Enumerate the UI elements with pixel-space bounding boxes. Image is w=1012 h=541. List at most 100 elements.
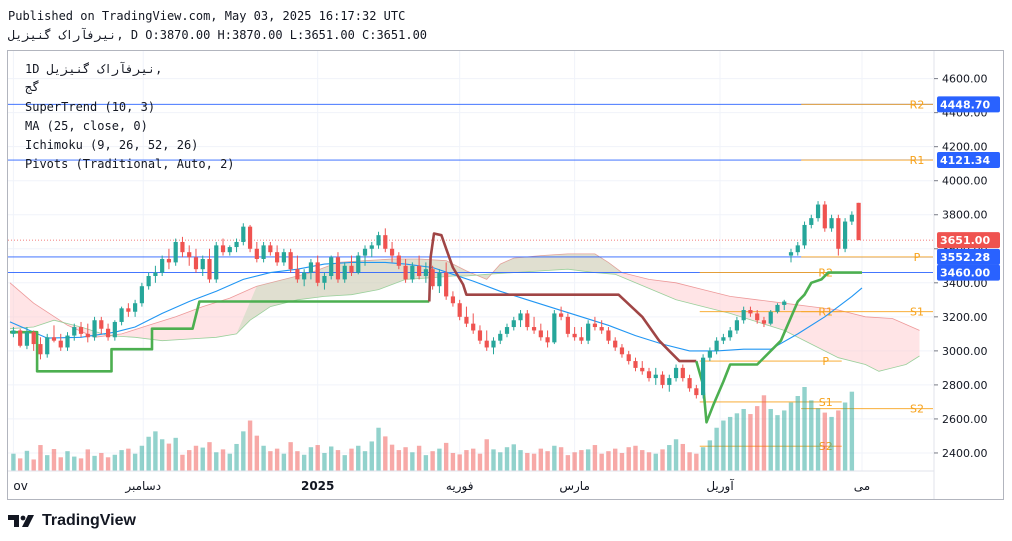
candle-body bbox=[389, 248, 395, 256]
candle-body bbox=[673, 367, 679, 379]
candle bbox=[748, 306, 753, 317]
candle-body bbox=[308, 262, 314, 273]
volume-bar bbox=[734, 413, 740, 471]
volume-bar bbox=[748, 414, 753, 471]
candle-body bbox=[417, 265, 422, 276]
volume-bar bbox=[498, 452, 503, 471]
candle bbox=[214, 241, 219, 283]
candle bbox=[389, 241, 395, 263]
volume-bar bbox=[592, 445, 598, 471]
candle bbox=[484, 330, 489, 351]
volume-bar bbox=[193, 445, 199, 471]
volume-bar bbox=[849, 391, 855, 471]
candle-body bbox=[295, 269, 300, 280]
candle-body bbox=[376, 235, 381, 246]
volume-bar bbox=[159, 439, 165, 471]
volume-bar bbox=[511, 444, 516, 471]
candle-body bbox=[200, 258, 205, 270]
candle bbox=[112, 320, 117, 341]
candle-body bbox=[85, 333, 90, 338]
candle bbox=[362, 245, 368, 266]
volume-bar bbox=[207, 442, 212, 471]
candle-body bbox=[254, 248, 259, 259]
volume-bar bbox=[579, 450, 584, 471]
candle-body bbox=[31, 332, 36, 345]
legend-supertrend[interactable]: SuperTrend (10, 3) bbox=[25, 100, 156, 114]
volume-bar bbox=[795, 396, 800, 471]
candle bbox=[403, 258, 408, 283]
volume-bar bbox=[396, 450, 402, 471]
candle bbox=[180, 236, 185, 258]
volume-bar bbox=[410, 452, 415, 471]
time-tick-label: می bbox=[854, 479, 870, 493]
candle-body bbox=[45, 337, 50, 355]
volume-bar bbox=[24, 450, 30, 471]
volume-bar bbox=[17, 458, 23, 471]
candle bbox=[92, 316, 97, 341]
candle bbox=[153, 265, 158, 283]
candle-body bbox=[369, 245, 374, 249]
legend-ichimoku[interactable]: Ichimoku (9, 26, 52, 26) bbox=[25, 138, 199, 152]
volume-bar bbox=[680, 443, 686, 471]
candle bbox=[247, 224, 253, 253]
volume-bar bbox=[403, 447, 408, 471]
volume-bar bbox=[430, 451, 435, 471]
candle-body bbox=[112, 321, 117, 338]
volume-bar bbox=[815, 408, 821, 471]
candle bbox=[822, 201, 827, 232]
candle-body bbox=[701, 357, 706, 396]
candle-body bbox=[775, 304, 780, 312]
pivot-label-r2: R2 bbox=[818, 267, 833, 280]
candle-body bbox=[349, 265, 354, 273]
candle bbox=[99, 316, 104, 334]
candle-body bbox=[275, 252, 280, 263]
candle bbox=[511, 316, 516, 331]
volume-bar bbox=[214, 452, 219, 471]
volume-bar bbox=[437, 448, 442, 471]
candle bbox=[437, 269, 442, 294]
chart-frame[interactable]: R2R1PS1S2R2R1PS1S22400.002600.002800.003… bbox=[7, 50, 1004, 500]
candle bbox=[275, 245, 280, 266]
candle-body bbox=[207, 258, 212, 280]
candle bbox=[464, 306, 469, 328]
candle bbox=[721, 333, 726, 345]
candle-body bbox=[457, 303, 462, 317]
legend-pivots[interactable]: Pivots (Traditional, Auto, 2) bbox=[25, 157, 235, 171]
candle bbox=[782, 299, 787, 311]
volume-bar bbox=[599, 453, 604, 471]
candle bbox=[579, 327, 584, 345]
candle-body bbox=[748, 310, 753, 314]
candle-body bbox=[653, 374, 658, 379]
volume-bar bbox=[802, 387, 807, 471]
volume-bar bbox=[274, 448, 280, 471]
candle bbox=[234, 238, 239, 253]
volume-bar bbox=[518, 450, 523, 471]
price-tick-label: 3200.00 bbox=[942, 311, 988, 324]
price-chart[interactable]: R2R1PS1S2R2R1PS1S22400.002600.002800.003… bbox=[8, 51, 1003, 499]
candle-body bbox=[180, 241, 185, 253]
candle-body bbox=[592, 323, 598, 328]
supertrend-line bbox=[10, 300, 430, 373]
candle-body bbox=[525, 313, 530, 328]
candle-body bbox=[241, 226, 246, 242]
candle-body bbox=[579, 337, 584, 341]
volume-bar bbox=[139, 445, 145, 471]
volume-bar bbox=[741, 408, 746, 471]
cloud-span-b bbox=[9, 268, 920, 372]
candle bbox=[667, 374, 672, 392]
candle-body bbox=[795, 245, 800, 253]
candle-body bbox=[477, 330, 483, 341]
price-tick-label: 2600.00 bbox=[942, 413, 988, 426]
candle-body bbox=[430, 269, 435, 287]
volume-bar bbox=[72, 456, 77, 471]
volume-bar bbox=[11, 453, 16, 471]
volume-bar bbox=[443, 442, 449, 471]
volume-bar bbox=[335, 450, 341, 471]
candle-body bbox=[606, 330, 611, 341]
legend-ma[interactable]: MA (25, close, 0) bbox=[25, 119, 148, 133]
candle-body bbox=[322, 275, 327, 283]
volume-bar bbox=[254, 435, 260, 471]
pivot-label-r1: R1 bbox=[818, 306, 833, 319]
tradingview-brand: TradingView bbox=[42, 512, 136, 529]
candle-body bbox=[38, 344, 43, 355]
